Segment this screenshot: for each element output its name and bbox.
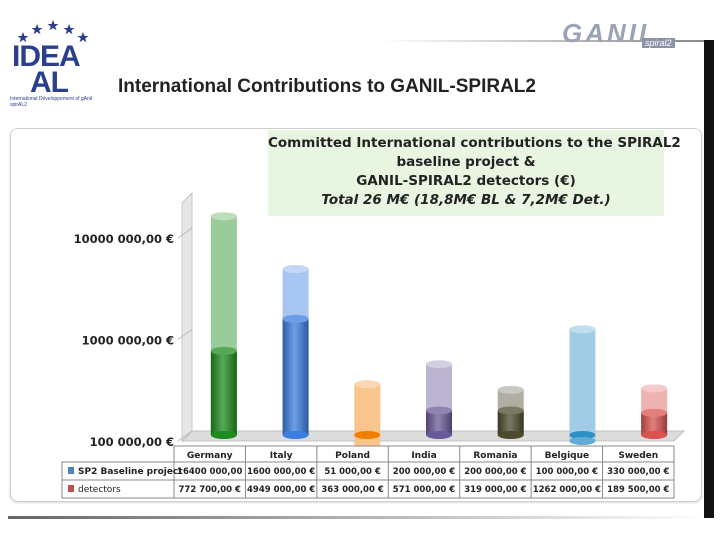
table-cell-value: 100 000,00 € — [536, 467, 598, 477]
page-title: International Contributions to GANIL-SPI… — [118, 76, 536, 97]
bar-upper-segment — [497, 389, 524, 411]
bar-upper-segment — [282, 269, 309, 319]
category-label: Poland — [335, 451, 370, 461]
bar-top-cap — [282, 265, 309, 274]
slide-border — [704, 40, 714, 518]
chart-title-box: Committed International contributions to… — [268, 130, 681, 216]
bar-base — [497, 431, 524, 439]
bar-mid-cap — [641, 408, 668, 417]
table-cell-value: 363 000,00 € — [321, 485, 383, 495]
bar-base — [210, 431, 237, 439]
table-cell-value: 4949 000,00 € — [247, 485, 315, 495]
bar-shading — [641, 412, 668, 435]
category-label: Belgique — [545, 451, 590, 461]
category-label: Germany — [187, 451, 233, 461]
bar-top-cap — [426, 360, 452, 369]
bar-upper-segment — [210, 216, 237, 351]
bar-upper-segment — [569, 329, 596, 441]
bar-shading — [426, 410, 452, 435]
logo-text-line2: AL — [30, 66, 69, 99]
bar-base — [426, 431, 452, 439]
table-cell-value: 1600 000,00 € — [247, 467, 315, 477]
spiral2-logo-text: spiral2 — [642, 38, 675, 48]
stars-icon — [17, 20, 89, 43]
y-tick-label: 1000 000,00 € — [82, 334, 174, 348]
category-label: Sweden — [618, 451, 658, 461]
bar-top-cap — [354, 380, 381, 389]
table-cell-value: 189 500,00 € — [607, 485, 669, 495]
y-gridline — [177, 430, 193, 442]
category-label: Romania — [473, 451, 517, 461]
y-tick-label: 10000 000,00 € — [74, 232, 174, 246]
bar-upper-segment — [641, 388, 668, 413]
table-cell-value: 319 000,00 € — [464, 485, 526, 495]
legend-label: detectors — [78, 485, 121, 495]
table-cell-value: 51 000,00 € — [324, 467, 381, 477]
footer-divider — [8, 516, 708, 519]
table-cell-value: 1262 000,00 € — [533, 485, 601, 495]
ganil-logo: GANIL spiral2 — [558, 18, 698, 56]
contributions-chart: 10000 000,00 €1000 000,00 €100 000,00 € … — [61, 191, 686, 499]
ganil-logo-text: GANIL — [562, 18, 658, 48]
bar-top-cap — [641, 384, 668, 393]
y-gridline — [177, 227, 193, 239]
bar-mid-cap — [210, 346, 237, 355]
table-cell-value: 200 000,00 € — [393, 467, 455, 477]
bar-mid-cap — [426, 406, 452, 415]
header-divider — [380, 40, 710, 42]
y-gridline — [177, 329, 193, 340]
chart-title-line-4: Total 26 M€ (18,8M€ BL & 7,2M€ Det.) — [321, 192, 611, 208]
bar-shading — [497, 410, 524, 435]
bar-top-cap — [569, 325, 596, 334]
bar-base — [569, 431, 596, 439]
bar-top-cap — [497, 385, 524, 394]
ideaal-logo: IDEA AL International Développement of g… — [8, 18, 108, 108]
table-cell-value: 200 000,00 € — [464, 467, 526, 477]
table-cell-value: 772 700,00 € — [179, 485, 241, 495]
logo-caption: International Développement of gAnil spi… — [10, 96, 92, 108]
category-label: Italy — [270, 451, 293, 461]
bar-mid-cap — [497, 406, 524, 415]
table-cell-value: 330 000,00 € — [607, 467, 669, 477]
category-label: India — [411, 451, 436, 461]
y-tick-label: 100 000,00 € — [90, 435, 174, 449]
bar-base — [354, 431, 381, 439]
bar-upper-segment — [426, 364, 452, 411]
table-cell-value: 16400 000,00 — [177, 467, 242, 477]
legend-label: SP2 Baseline project — [78, 467, 183, 477]
logo-text-line1: IDEA — [12, 40, 81, 73]
chart-title-line-1: Committed International contributions to… — [268, 135, 681, 151]
legend-swatch — [68, 485, 74, 492]
chart-title-line-2: baseline project & — [396, 154, 536, 170]
bar-mid-cap — [569, 437, 596, 445]
chart-side-wall — [181, 191, 193, 443]
legend-swatch — [68, 467, 74, 474]
bar-base — [641, 431, 668, 439]
bar-base — [282, 431, 309, 439]
bar-shading — [282, 318, 309, 435]
bar-mid-cap — [282, 314, 309, 323]
bar-top-cap — [210, 212, 237, 221]
table-cell-value: 571 000,00 € — [393, 485, 455, 495]
chart-title-line-3: GANIL-SPIRAL2 detectors (€) — [356, 173, 576, 189]
bar-shading — [210, 350, 237, 435]
